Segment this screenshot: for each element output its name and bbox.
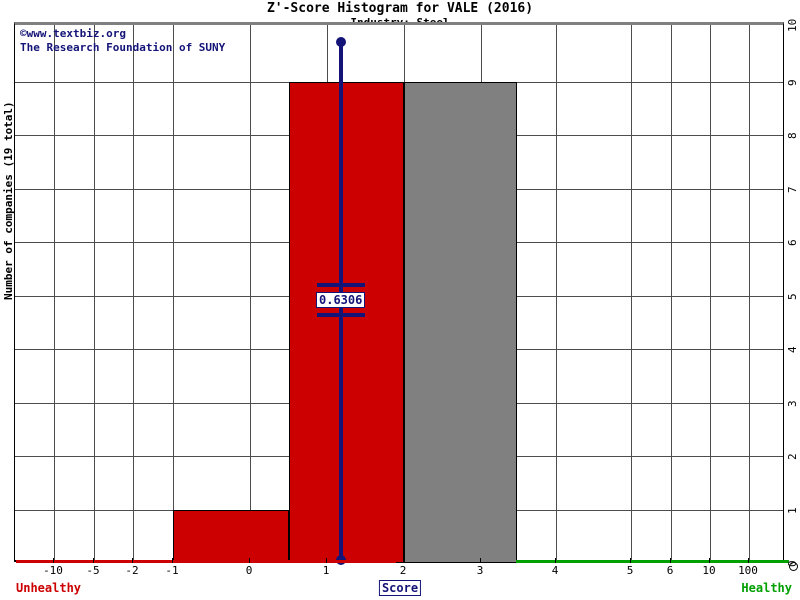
band-unhealthy — [16, 560, 396, 563]
band-healthy — [516, 560, 789, 563]
y-tick-label: 6 — [786, 239, 799, 246]
grid-vline — [556, 25, 557, 560]
x-tick-label: 10 — [702, 564, 716, 577]
grid-vline — [250, 25, 251, 560]
x-tick-label: 6 — [666, 564, 674, 577]
x-tick-mark — [480, 558, 481, 563]
y-tick-label: 9 — [786, 78, 799, 86]
x-tick-label: 100 — [738, 564, 758, 577]
legend-healthy: Healthy — [741, 581, 792, 595]
credit-line-1: ©www.textbiz.org — [20, 27, 126, 40]
x-tick-mark — [249, 558, 250, 563]
marker-cap-bottom — [317, 313, 365, 317]
axis-end-marker — [789, 562, 798, 571]
y-tick-label: 3 — [786, 399, 799, 407]
x-tick-mark — [172, 558, 173, 563]
x-tick-label: 3 — [476, 564, 484, 577]
x-tick-mark — [630, 558, 631, 563]
x-tick-mark — [670, 558, 671, 563]
x-tick-mark — [403, 558, 404, 563]
x-tick-label: 5 — [626, 564, 634, 577]
x-tick-label: -5 — [86, 564, 100, 577]
x-tick-label: 0 — [245, 564, 253, 577]
x-tick-mark — [132, 558, 133, 563]
histogram-bar — [173, 509, 289, 563]
credit-line-2: The Research Foundation of SUNY — [20, 41, 226, 54]
y-tick-label: 8 — [786, 132, 799, 139]
y-tick-label: 2 — [786, 453, 799, 460]
chart-title: Z'-Score Histogram for VALE (2016) — [266, 1, 534, 16]
x-tick-mark — [555, 558, 556, 563]
x-tick-label: 4 — [551, 564, 559, 577]
x-tick-label: -1 — [165, 564, 179, 577]
y-tick-label: 5 — [786, 292, 799, 300]
plot-area — [14, 22, 784, 563]
legend-unhealthy: Unhealthy — [16, 581, 82, 595]
marker-cap-top — [317, 283, 365, 287]
grid-vline — [671, 25, 672, 560]
x-tick-mark — [709, 558, 710, 563]
grid-vline — [710, 25, 711, 560]
grid-vline — [173, 25, 174, 560]
x-tick-mark — [326, 558, 327, 563]
x-tick-label: -10 — [43, 564, 63, 577]
marker-value-label: 0.6306 — [316, 292, 366, 308]
x-tick-label: -2 — [125, 564, 139, 577]
y-tick-label: 7 — [786, 185, 799, 193]
grid-vline — [631, 25, 632, 560]
grid-vline — [133, 25, 134, 560]
grid-vline — [94, 25, 95, 560]
x-axis-label: Score — [378, 580, 422, 596]
copyright-credit: ©www.textbiz.org The Research Foundation… — [20, 27, 225, 55]
y-tick-label: 1 — [786, 506, 799, 514]
x-tick-label: 1 — [322, 564, 330, 577]
x-tick-mark — [93, 558, 94, 563]
y-tick-label: 4 — [786, 346, 799, 353]
x-tick-mark — [53, 558, 54, 563]
y-tick-label: 0 — [786, 560, 799, 567]
grid-vline — [749, 25, 750, 560]
grid-vline — [54, 25, 55, 560]
y-tick-label: 10 — [786, 18, 799, 32]
histogram-bar — [289, 81, 404, 563]
y-axis-label: Number of companies (19 total) — [2, 101, 15, 300]
x-tick-mark — [748, 558, 749, 563]
x-tick-label: 2 — [399, 564, 407, 577]
histogram-bar — [404, 81, 517, 563]
